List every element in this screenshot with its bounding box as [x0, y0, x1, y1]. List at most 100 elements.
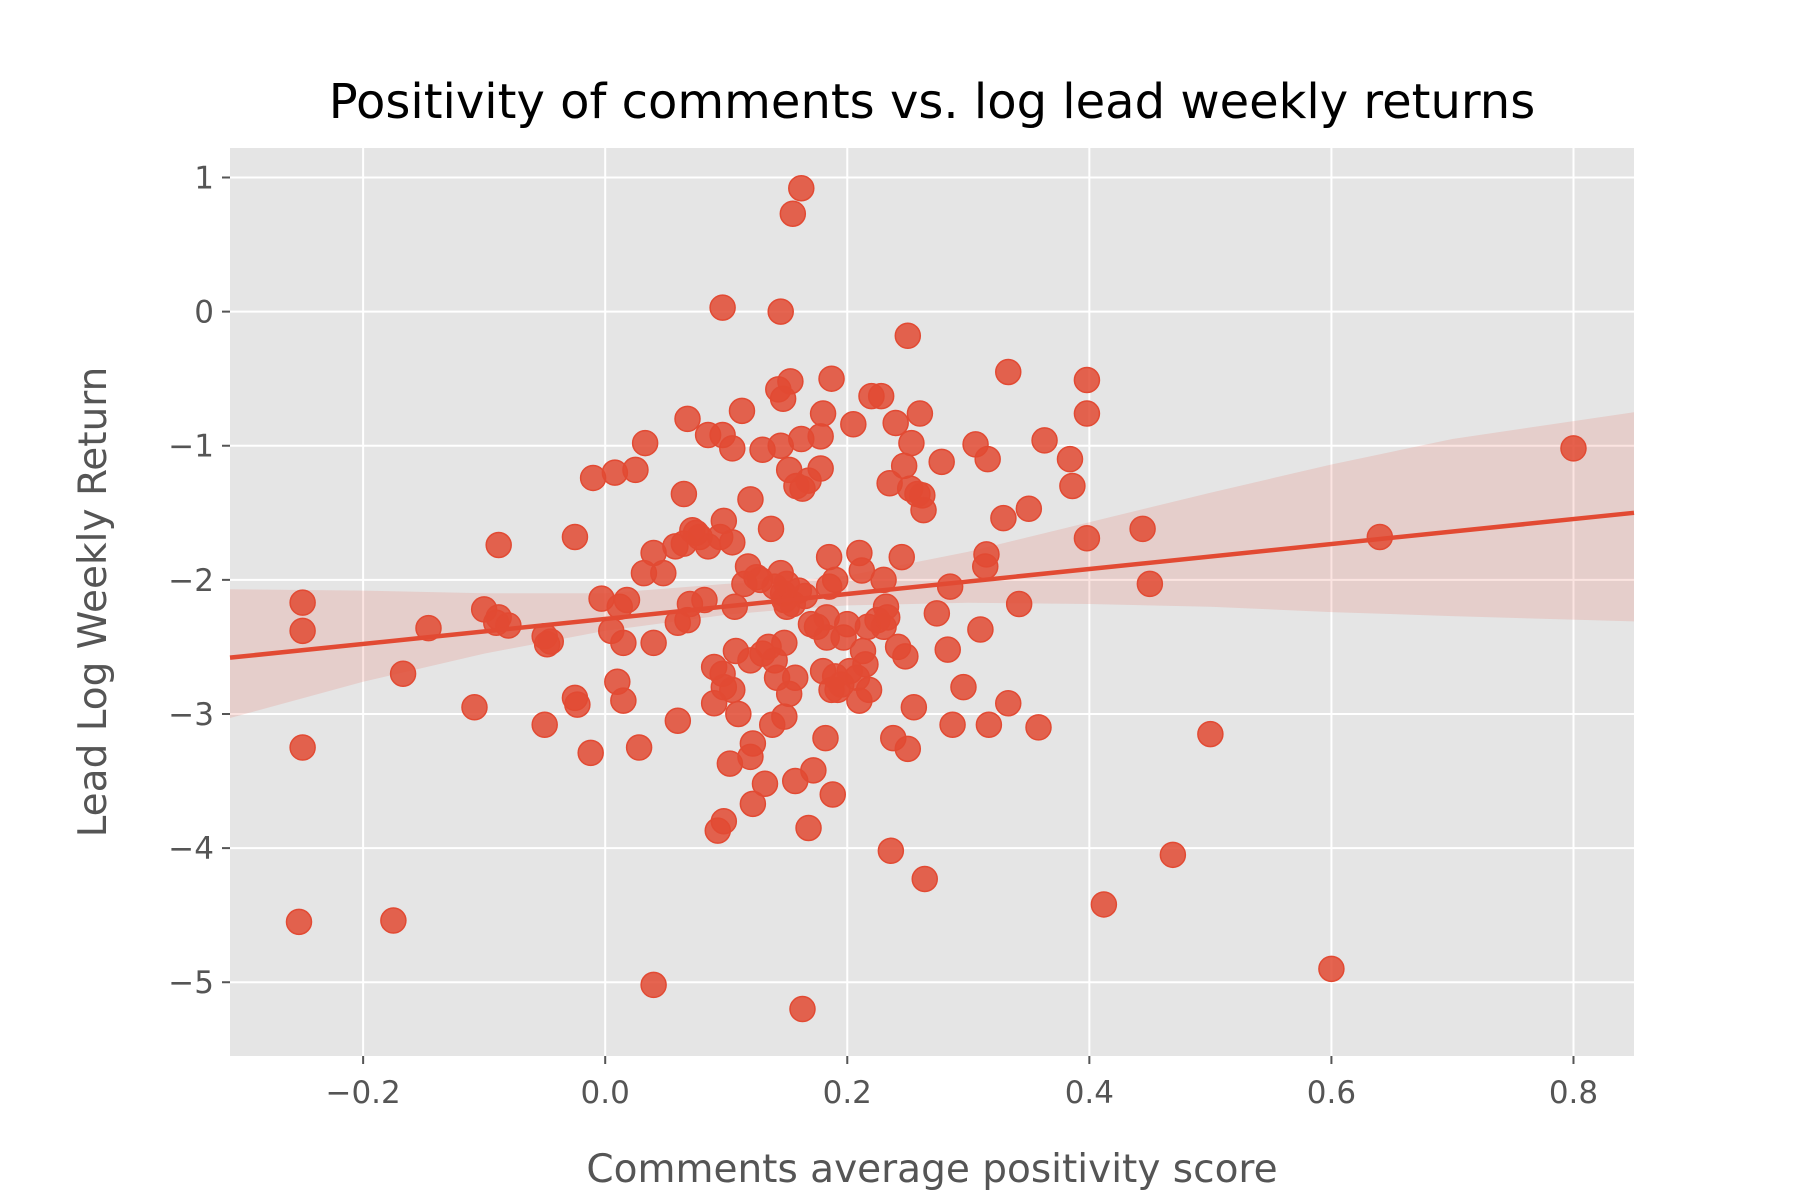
- scatter-point: [1159, 841, 1187, 869]
- scatter-point: [622, 456, 649, 484]
- scatter-point: [640, 971, 667, 999]
- x-tick-label: −0.2: [325, 1075, 400, 1111]
- scatter-point: [789, 995, 816, 1023]
- scatter-point: [936, 573, 964, 600]
- scatter-point: [561, 523, 589, 551]
- scatter-point: [1025, 714, 1052, 741]
- scatter-point: [928, 448, 955, 476]
- x-tick-label: 0.8: [1549, 1075, 1598, 1111]
- scatter-point: [631, 429, 659, 457]
- y-tick-label: −5: [168, 965, 214, 1001]
- scatter-point: [779, 200, 807, 227]
- scatter-point: [934, 636, 961, 663]
- scatter-point: [495, 612, 522, 639]
- scatter-point: [781, 664, 809, 692]
- scatter-point: [719, 529, 746, 556]
- scatter-point: [873, 604, 901, 631]
- scatter-point: [892, 643, 919, 670]
- scatter-point: [967, 616, 994, 643]
- scatter-point: [900, 694, 928, 721]
- scatter-point: [990, 504, 1017, 532]
- scatter-point: [670, 480, 698, 508]
- scatter-point: [725, 700, 752, 728]
- y-tick-label: −1: [168, 429, 214, 465]
- scatter-point: [818, 365, 845, 392]
- y-tick-label: −4: [168, 831, 214, 867]
- scatter-point: [777, 368, 804, 395]
- scatter-point: [894, 735, 922, 763]
- scatter-point: [898, 429, 925, 457]
- scatter-point: [289, 589, 316, 616]
- scatter-point: [577, 739, 604, 767]
- scatter-point: [767, 298, 794, 325]
- scatter-point: [795, 814, 822, 842]
- scatter-point: [719, 435, 746, 462]
- scatter-point: [610, 629, 637, 657]
- scatter-point: [1318, 955, 1345, 983]
- scatter-point: [821, 566, 849, 594]
- scatter-point: [939, 711, 966, 738]
- scatter-point: [709, 294, 736, 321]
- axis-ticks: −0.2 0.0 0.2 0.4 0.6 0.8 1 0 −1 −2 −3 −4 −5: [168, 161, 1598, 1111]
- scatter-point: [840, 411, 867, 438]
- scatter-point: [674, 405, 701, 433]
- scatter-point: [579, 464, 607, 492]
- scatter-point: [664, 707, 692, 734]
- x-tick-label: 0.2: [823, 1075, 872, 1111]
- scatter-point: [894, 322, 922, 350]
- scatter-point: [719, 676, 746, 704]
- scatter-point: [877, 837, 905, 865]
- scatter-point: [911, 865, 938, 893]
- scatter-point: [995, 690, 1022, 717]
- scatter-point: [1129, 515, 1156, 543]
- scatter-point: [1136, 570, 1164, 598]
- scatter-point: [973, 541, 1000, 568]
- y-tick-label: 0: [194, 295, 214, 331]
- scatter-point: [757, 515, 785, 543]
- scatter-point: [950, 673, 977, 701]
- scatter-point: [625, 734, 653, 761]
- scatter-point: [812, 724, 839, 752]
- scatter-point: [788, 174, 815, 202]
- scatter-point: [807, 423, 834, 450]
- scatter-point: [739, 730, 767, 757]
- scatter-point: [1073, 525, 1101, 552]
- scatter-point: [855, 676, 883, 704]
- scatter-point: [888, 543, 915, 571]
- scatter-point: [1560, 435, 1587, 462]
- x-axis-label: Comments average positivity score: [586, 1147, 1277, 1192]
- x-tick-label: 0.0: [581, 1075, 630, 1111]
- scatter-point: [485, 531, 512, 559]
- scatter-point: [389, 660, 417, 688]
- chart-title: Positivity of comments vs. log lead week…: [329, 74, 1535, 130]
- y-tick-label: −2: [168, 563, 214, 599]
- scatter-point: [610, 687, 637, 714]
- scatter-point: [739, 790, 767, 818]
- scatter-point: [751, 770, 779, 797]
- scatter-point: [640, 629, 667, 657]
- scatter-point: [867, 382, 895, 410]
- scatter-point: [285, 908, 313, 936]
- scatter-point: [1005, 590, 1033, 618]
- scatter-point: [890, 452, 918, 480]
- scatter-point: [531, 711, 558, 738]
- scatter-point: [974, 445, 1001, 473]
- scatter-point: [807, 455, 834, 482]
- scatter-point: [728, 397, 756, 425]
- data-points: [285, 174, 1587, 1023]
- scatter-point: [1059, 472, 1086, 500]
- scatter-point: [771, 703, 798, 730]
- scatter-point: [975, 711, 1003, 738]
- scatter-point: [289, 617, 316, 645]
- y-axis-label: Lead Log Weekly Return: [71, 367, 116, 838]
- scatter-point: [461, 694, 488, 721]
- confidence-band: [230, 412, 1634, 718]
- y-tick-label: 1: [194, 161, 214, 197]
- scatter-point: [771, 629, 798, 657]
- scatter-point: [800, 757, 827, 784]
- scatter-point: [995, 358, 1022, 386]
- regression-line: [229, 510, 1635, 660]
- scatter-point: [289, 734, 316, 761]
- scatter-point: [910, 496, 937, 524]
